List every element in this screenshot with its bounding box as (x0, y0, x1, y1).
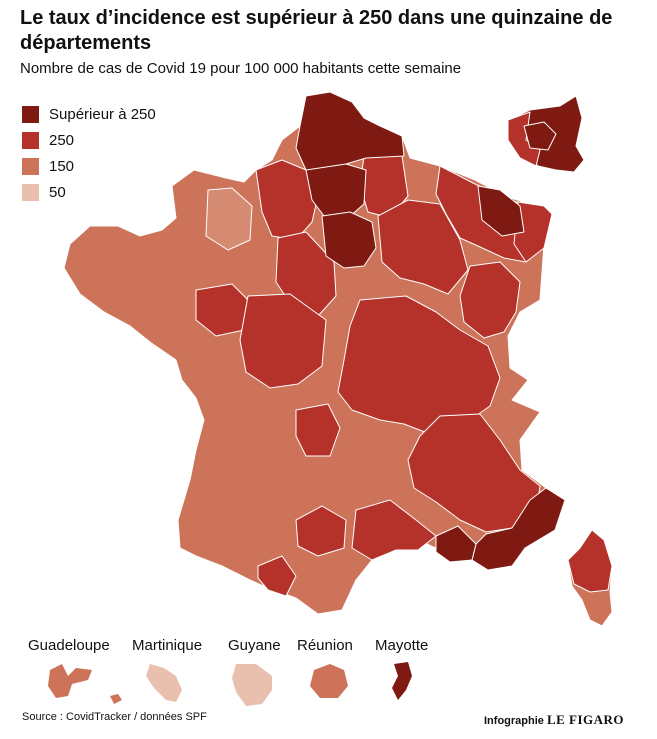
dept-group-bouches-du-rhone (435, 525, 477, 563)
dept-group-ardennes-meuse (477, 185, 525, 237)
legend-label-250: 250 (49, 131, 75, 149)
dept-group-pyrenees (257, 555, 297, 597)
credit: Infographie LE FIGARO (484, 712, 624, 728)
credit-prefix: Infographie (484, 715, 544, 727)
dept-group-picardie (305, 163, 367, 219)
legend-item-over-250: Supérieur à 250 (22, 101, 156, 127)
le-figaro-logo: LE FIGARO (546, 712, 625, 727)
moselle-region-edge (507, 111, 541, 167)
legend-label-over-250: Supérieur à 250 (49, 105, 156, 123)
source-note: Source : CovidTracker / données SPF (22, 711, 207, 723)
dept-group-nord (295, 91, 405, 171)
legend-label-50: 50 (49, 183, 66, 201)
overseas-maps (48, 662, 412, 706)
dept-group-alsace-south (513, 201, 553, 263)
legend: Supérieur à 250 250 150 50 (22, 101, 156, 205)
legend-item-50: 50 (22, 179, 156, 205)
overseas-label-guadeloupe: Guadeloupe (28, 637, 110, 654)
reunion-map (310, 664, 348, 698)
legend-label-150: 150 (49, 157, 75, 175)
legend-swatch-150 (22, 157, 39, 175)
overseas-label-martinique: Martinique (132, 637, 203, 654)
guadeloupe-islet (110, 694, 122, 704)
corsica-north (567, 529, 613, 593)
legend-item-250: 250 (22, 127, 156, 153)
dept-group-north-red (255, 159, 319, 241)
legend-swatch-50 (22, 183, 39, 201)
martinique-map (146, 664, 182, 702)
dept-group-franche-comte (459, 261, 521, 339)
dept-group-centre (239, 293, 327, 389)
map-subtitle: Nombre de cas de Covid 19 pour 100 000 h… (20, 60, 462, 77)
guadeloupe-map (48, 664, 92, 698)
legend-swatch-over-250 (22, 105, 39, 123)
dept-light-west (205, 187, 253, 251)
dept-group-occitanie-center (295, 505, 347, 557)
overseas-label-guyane: Guyane (228, 637, 281, 654)
map-title: Le taux d’incidence est supérieur à 250 … (20, 7, 613, 54)
mayotte-map (392, 662, 412, 700)
dept-group-aveyron (295, 403, 341, 457)
dept-group-occitanie-east (351, 499, 437, 561)
legend-item-150: 150 (22, 153, 156, 179)
dept-group-rhone-alpes (407, 413, 541, 533)
overseas-label-mayotte: Mayotte (375, 637, 429, 654)
dept-group-ile-de-france (321, 211, 377, 269)
dept-group-moselle-core (523, 121, 557, 151)
legend-swatch-250 (22, 131, 39, 149)
guyane-map (232, 664, 272, 706)
dept-group-burgundy (377, 199, 469, 295)
overseas-label-reunion: Réunion (297, 637, 353, 654)
